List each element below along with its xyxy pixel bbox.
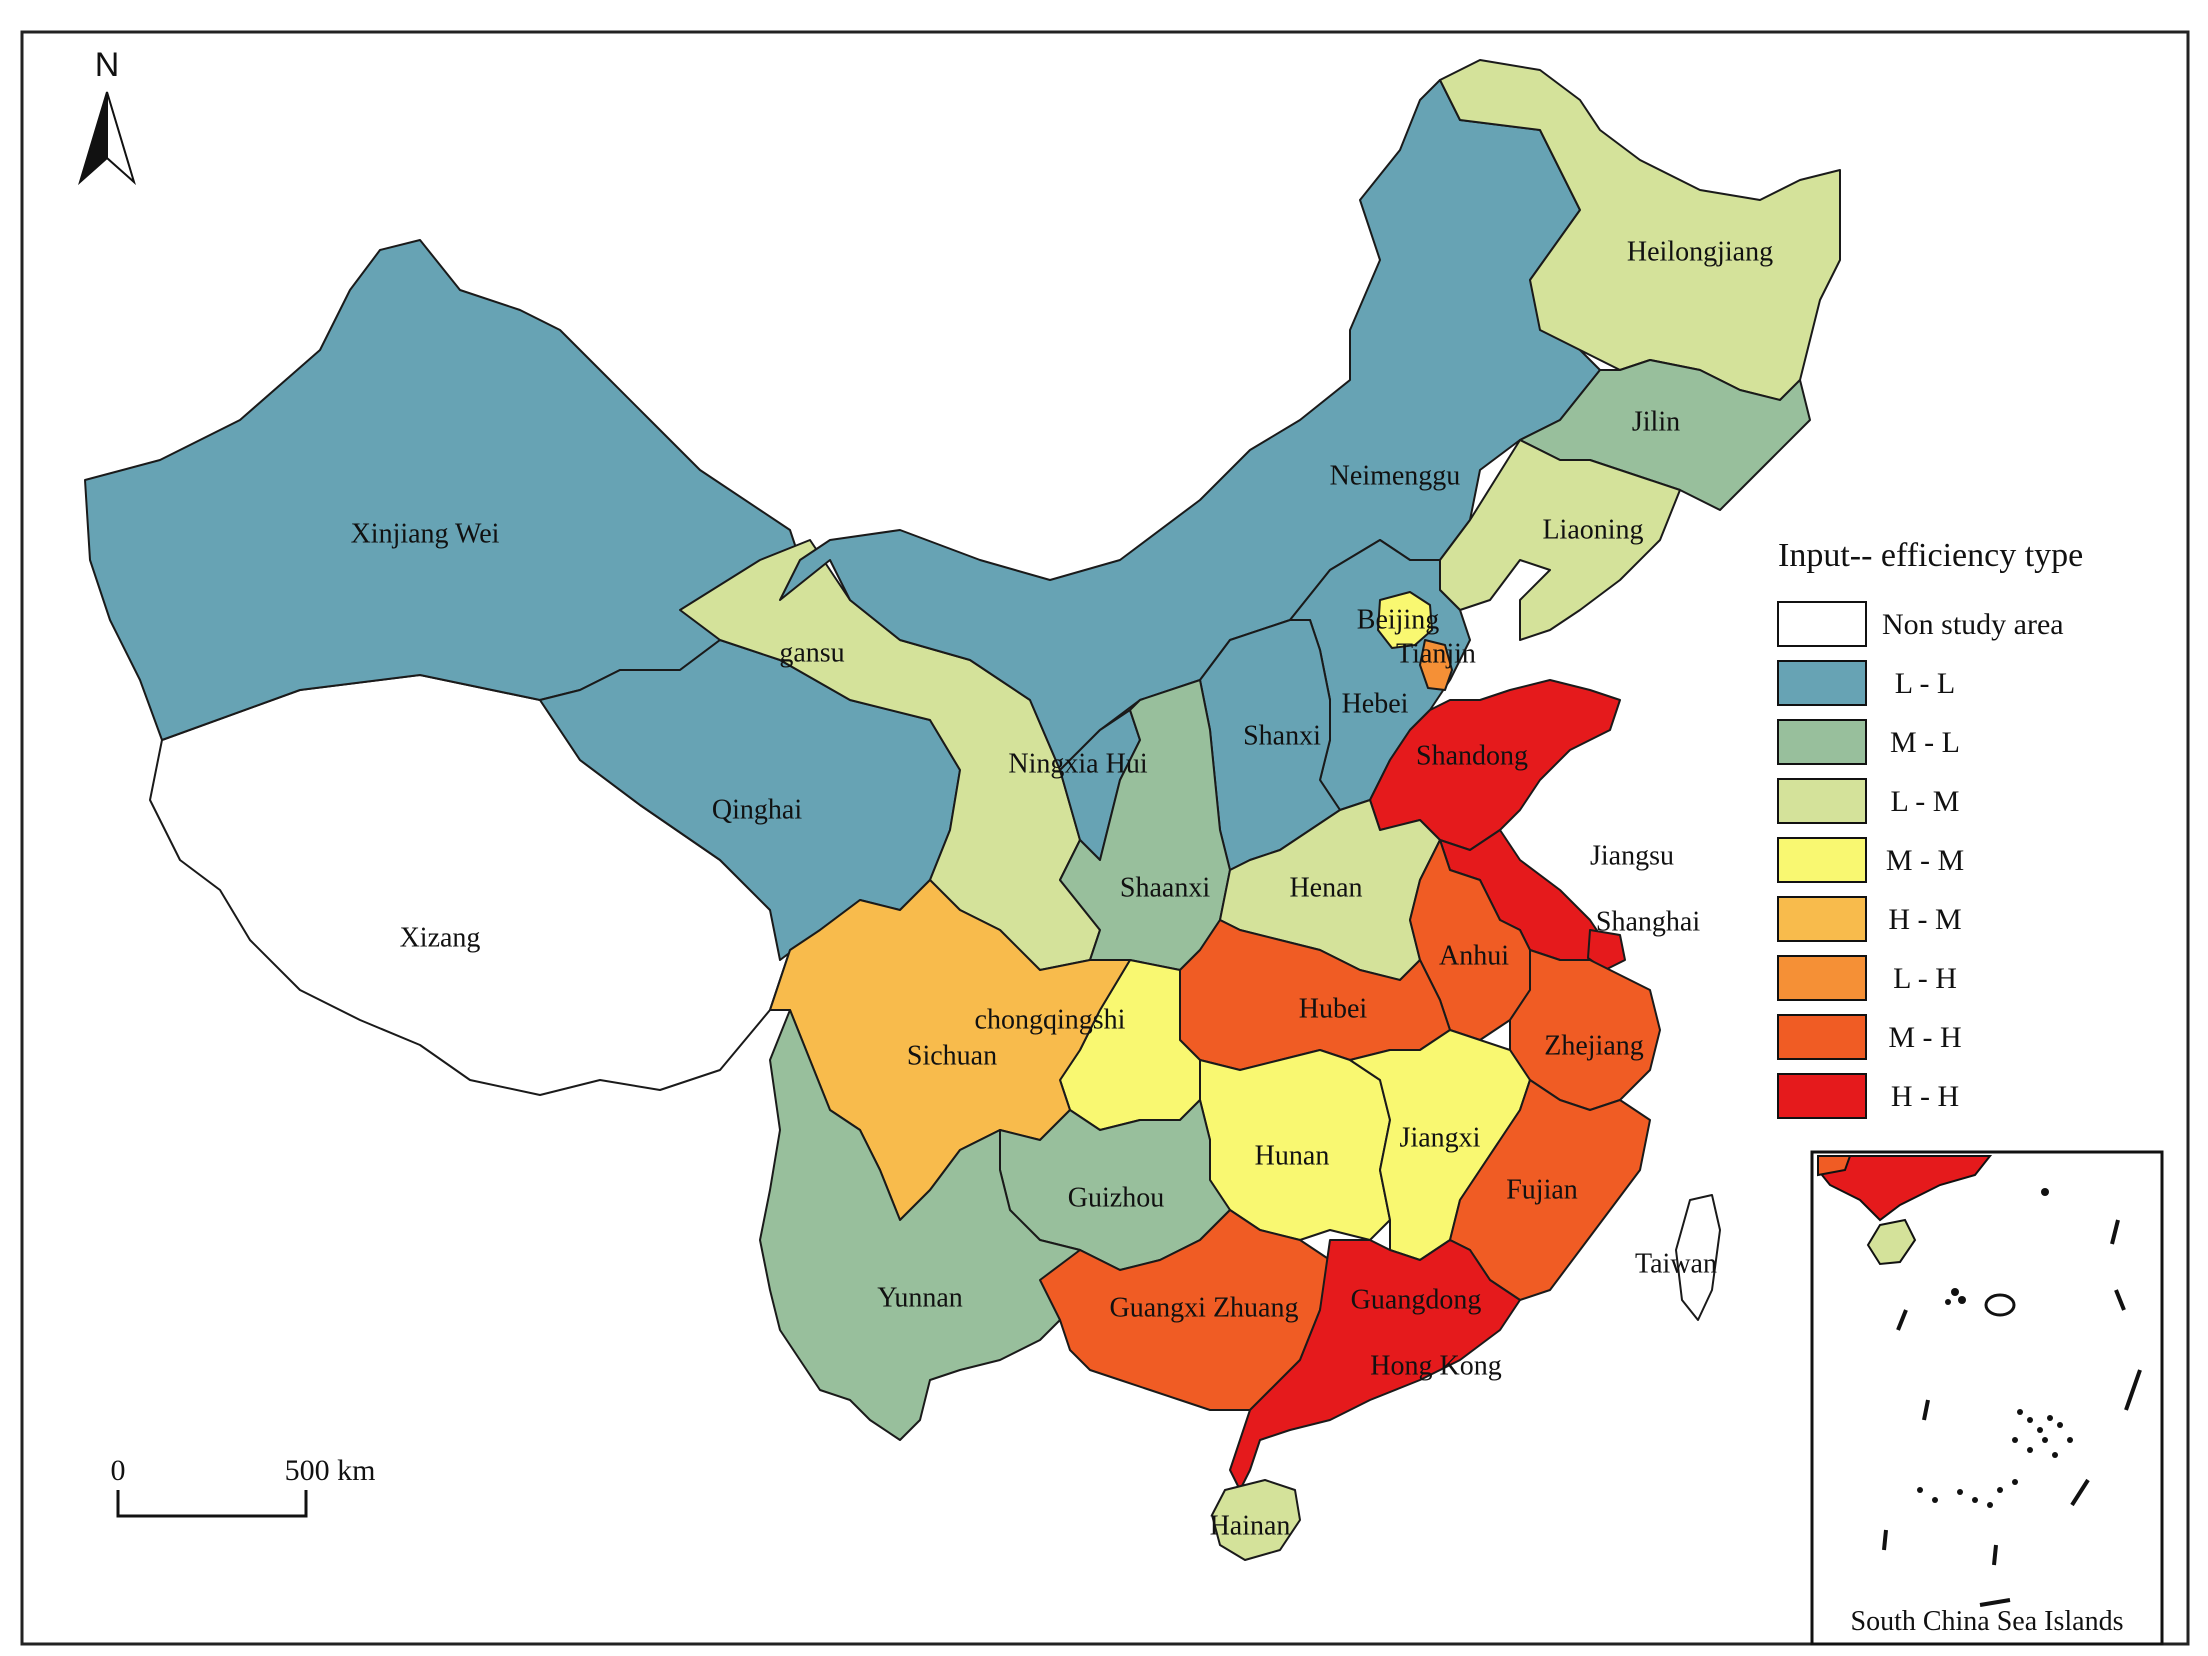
legend-title: Input-- efficiency type xyxy=(1778,537,2083,574)
inset-islands xyxy=(1917,1188,2073,1508)
province-shanghai[interactable] xyxy=(1587,929,1626,971)
label-taiwan: Taiwan xyxy=(1635,1248,1717,1279)
scale-zero: 0 xyxy=(111,1454,126,1487)
scale-bar: 0 500 km xyxy=(111,1454,376,1518)
label-hongkong: Hong Kong xyxy=(1370,1350,1501,1381)
legend-label: L - L xyxy=(1895,667,1956,700)
province-guangdong[interactable] xyxy=(1229,1239,1521,1491)
province-layer xyxy=(84,59,1841,1561)
label-ningxia: Ningxia Hui xyxy=(1008,748,1147,779)
label-shandong: Shandong xyxy=(1416,740,1528,771)
label-yunnan: Yunnan xyxy=(877,1282,963,1313)
province-yunnan[interactable] xyxy=(759,1009,1081,1441)
label-guangdong: Guangdong xyxy=(1351,1284,1482,1315)
province-liaoning[interactable] xyxy=(1439,439,1681,641)
inset-frame xyxy=(1810,1150,2164,1646)
scale-distance: 500 km xyxy=(285,1454,376,1487)
label-jiangsu: Jiangsu xyxy=(1590,840,1674,871)
legend-swatch xyxy=(1777,837,1867,883)
scale-bar-line xyxy=(116,1490,308,1518)
label-henan: Henan xyxy=(1289,872,1362,903)
inset-title: South China Sea Islands xyxy=(1851,1606,2124,1637)
legend-swatch xyxy=(1777,778,1867,824)
legend-swatch xyxy=(1777,660,1867,706)
legend-swatch xyxy=(1777,1073,1867,1119)
label-fujian: Fujian xyxy=(1506,1174,1578,1205)
label-tianjin: Tianjin xyxy=(1396,638,1476,669)
label-hebei: Hebei xyxy=(1342,688,1409,719)
label-hainan: Hainan xyxy=(1210,1510,1291,1541)
province-hainan[interactable] xyxy=(1211,1479,1301,1561)
north-arrow-left-icon xyxy=(78,91,108,186)
map-frame xyxy=(20,30,2190,1646)
label-guangxi: Guangxi Zhuang xyxy=(1110,1292,1299,1323)
label-xizang: Xizang xyxy=(400,922,481,953)
province-label-layer: Xinjiang Wei Xizang Qinghai gansu Neimen… xyxy=(351,236,1774,1541)
north-arrow: N xyxy=(78,46,136,186)
label-shanghai: Shanghai xyxy=(1596,906,1700,937)
north-letter: N xyxy=(95,46,120,84)
north-arrow-right-icon xyxy=(106,91,136,186)
label-hubei: Hubei xyxy=(1299,993,1368,1024)
inset-guangxi xyxy=(1817,1155,1852,1177)
label-neimenggu: Neimenggu xyxy=(1330,460,1461,491)
legend: Input-- efficiency type Non study area L … xyxy=(1777,537,2083,1119)
label-shaanxi: Shaanxi xyxy=(1120,872,1210,903)
label-zhejiang: Zhejiang xyxy=(1544,1030,1644,1061)
legend-label: M - L xyxy=(1890,726,1960,759)
legend-label: H - M xyxy=(1888,903,1961,936)
inset-dash-line xyxy=(1882,1219,2142,1607)
legend-swatch xyxy=(1777,1014,1867,1060)
label-chongqing: chongqingshi xyxy=(975,1004,1126,1035)
label-heilongjiang: Heilongjiang xyxy=(1627,236,1773,267)
inset-guangdong xyxy=(1817,1155,1993,1222)
label-jilin: Jilin xyxy=(1632,406,1680,437)
legend-label: L - M xyxy=(1891,785,1960,818)
legend-label: M - H xyxy=(1888,1021,1961,1054)
legend-swatch xyxy=(1777,601,1867,647)
legend-swatch xyxy=(1777,719,1867,765)
legend-label: H - H xyxy=(1891,1080,1959,1113)
label-hunan: Hunan xyxy=(1255,1140,1330,1171)
legend-label: Non study area xyxy=(1882,608,2064,641)
province-beijing[interactable] xyxy=(1377,591,1433,649)
label-sichuan: Sichuan xyxy=(907,1040,997,1071)
label-shanxi: Shanxi xyxy=(1243,720,1321,751)
label-qinghai: Qinghai xyxy=(712,794,802,825)
label-beijing: Beijing xyxy=(1357,604,1439,635)
legend-swatch xyxy=(1777,896,1867,942)
label-liaoning: Liaoning xyxy=(1542,514,1643,545)
legend-label: M - M xyxy=(1886,844,1964,877)
label-guizhou: Guizhou xyxy=(1068,1182,1164,1213)
inset-south-china-sea: South China Sea Islands xyxy=(1810,1150,2164,1646)
inset-hainan xyxy=(1866,1218,1917,1266)
province-tianjin[interactable] xyxy=(1419,639,1453,691)
label-xinjiang: Xinjiang Wei xyxy=(351,518,500,549)
province-fujian[interactable] xyxy=(1449,1079,1651,1301)
label-anhui: Anhui xyxy=(1439,940,1509,971)
legend-label: L - H xyxy=(1893,962,1957,995)
label-gansu: gansu xyxy=(779,637,844,668)
legend-swatch xyxy=(1777,955,1867,1001)
label-jiangxi: Jiangxi xyxy=(1400,1122,1481,1153)
province-taiwan[interactable] xyxy=(1675,1194,1721,1321)
